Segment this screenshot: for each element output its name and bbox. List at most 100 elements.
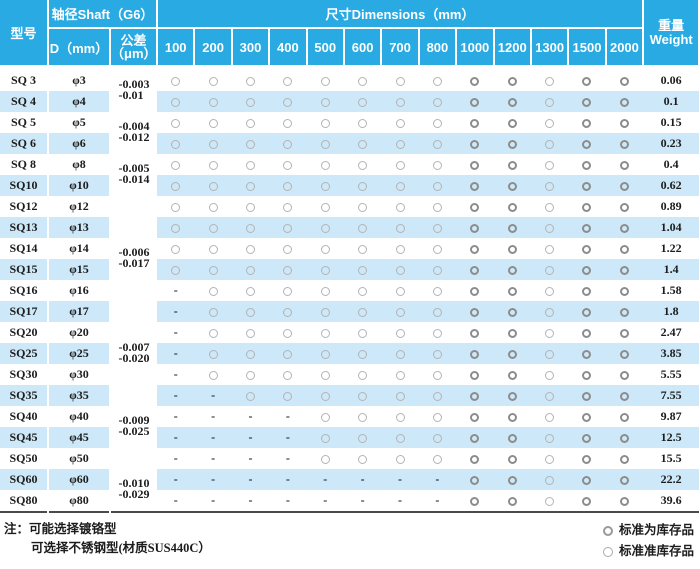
diameter-cell: φ4 (48, 91, 111, 112)
tolerance-cell: -0.006 -0.017 (110, 196, 157, 322)
availability-circle-icon (320, 328, 330, 338)
dim-cell (194, 238, 232, 259)
availability-circle-icon (208, 76, 218, 86)
dim-cell (493, 490, 531, 512)
dim-column-header: 1200 (493, 28, 532, 65)
dim-cell (343, 238, 382, 259)
model-cell: SQ35 (0, 385, 49, 406)
dash-cell: - (194, 490, 232, 512)
availability-circle-icon (208, 307, 218, 317)
note-line-1: 注：可能选择镀铬型 (4, 520, 211, 539)
availability-circle-icon (582, 370, 592, 380)
availability-circle-icon (582, 181, 592, 191)
availability-circle-icon (507, 454, 517, 464)
availability-circle-icon (470, 97, 480, 107)
dim-column-header: 1500 (568, 28, 607, 65)
dim-cell (343, 154, 382, 175)
dim-cell (418, 343, 457, 364)
model-cell: SQ13 (0, 217, 49, 238)
dash-cell: - (231, 469, 270, 490)
availability-circle-icon (358, 307, 368, 317)
dim-cell (530, 70, 569, 91)
availability-circle-icon (432, 139, 442, 149)
dim-cell (343, 112, 382, 133)
dim-cell (568, 301, 606, 322)
dim-cell (493, 301, 531, 322)
dim-cell (418, 301, 457, 322)
availability-circle-icon (507, 475, 517, 485)
weight-cell: 0.15 (643, 112, 700, 133)
weight-cell: 1.58 (643, 280, 700, 301)
availability-circle-icon (470, 328, 480, 338)
diameter-column-header: D（mm） (48, 28, 111, 65)
dim-cell (157, 91, 195, 112)
dash-cell: - (194, 427, 232, 448)
weight-cell: 0.4 (643, 154, 700, 175)
dim-cell (605, 259, 644, 280)
availability-circle-icon (320, 370, 330, 380)
dim-cell (269, 385, 307, 406)
weight-cell: 2.47 (643, 322, 700, 343)
dimensions-group-header: 尺寸Dimensions（mm） (157, 0, 645, 29)
dim-cell (157, 196, 195, 217)
availability-circle-icon (358, 412, 368, 422)
availability-circle-icon (283, 244, 293, 254)
availability-circle-icon (358, 328, 368, 338)
availability-circle-icon (545, 181, 555, 191)
model-cell: SQ40 (0, 406, 49, 427)
availability-circle-icon (582, 307, 592, 317)
table-row: SQ25 φ25 - 3.85 (0, 343, 700, 364)
availability-circle-icon (507, 328, 517, 338)
availability-circle-icon (245, 160, 255, 170)
dim-cell (306, 322, 344, 343)
availability-circle-icon (320, 202, 330, 212)
dim-cell (231, 154, 270, 175)
dim-cell (381, 406, 419, 427)
tolerance-cell: -0.010 -0.029 (110, 469, 157, 512)
availability-circle-icon (507, 496, 517, 506)
availability-circle-icon (470, 223, 480, 233)
availability-circle-icon (507, 118, 517, 128)
availability-circle-icon (619, 76, 629, 86)
dim-cell (605, 70, 644, 91)
stock-circle-icon (602, 526, 613, 537)
dim-cell (493, 217, 531, 238)
table-row: SQ50 φ50- - - -15.5 (0, 448, 700, 469)
dim-cell (493, 196, 531, 217)
table-row: SQ 6 φ6 0.23 (0, 133, 700, 154)
availability-circle-icon (545, 97, 555, 107)
availability-circle-icon (395, 433, 405, 443)
availability-circle-icon (395, 286, 405, 296)
dim-cell (194, 112, 232, 133)
dim-cell (418, 385, 457, 406)
dash-cell: - (343, 490, 382, 512)
dash-cell: - (194, 406, 232, 427)
dim-cell (157, 175, 195, 196)
dim-column-header: 700 (381, 28, 420, 65)
dash-cell: - (306, 469, 344, 490)
dim-cell (530, 406, 569, 427)
availability-circle-icon (545, 307, 555, 317)
dim-cell (194, 364, 232, 385)
availability-circle-icon (470, 412, 480, 422)
dim-cell (530, 469, 569, 490)
dim-cell (231, 259, 270, 280)
dim-cell (381, 238, 419, 259)
dim-cell (381, 196, 419, 217)
availability-circle-icon (470, 454, 480, 464)
dim-cell (456, 238, 494, 259)
dim-cell (493, 70, 531, 91)
availability-circle-icon (619, 160, 629, 170)
availability-circle-icon (619, 286, 629, 296)
dim-cell (456, 217, 494, 238)
dim-cell (456, 469, 494, 490)
availability-circle-icon (245, 118, 255, 128)
availability-circle-icon (320, 307, 330, 317)
dim-cell (418, 175, 457, 196)
dim-cell (568, 259, 606, 280)
dim-cell (605, 427, 644, 448)
dim-cell (418, 196, 457, 217)
availability-circle-icon (283, 118, 293, 128)
dim-cell (269, 175, 307, 196)
